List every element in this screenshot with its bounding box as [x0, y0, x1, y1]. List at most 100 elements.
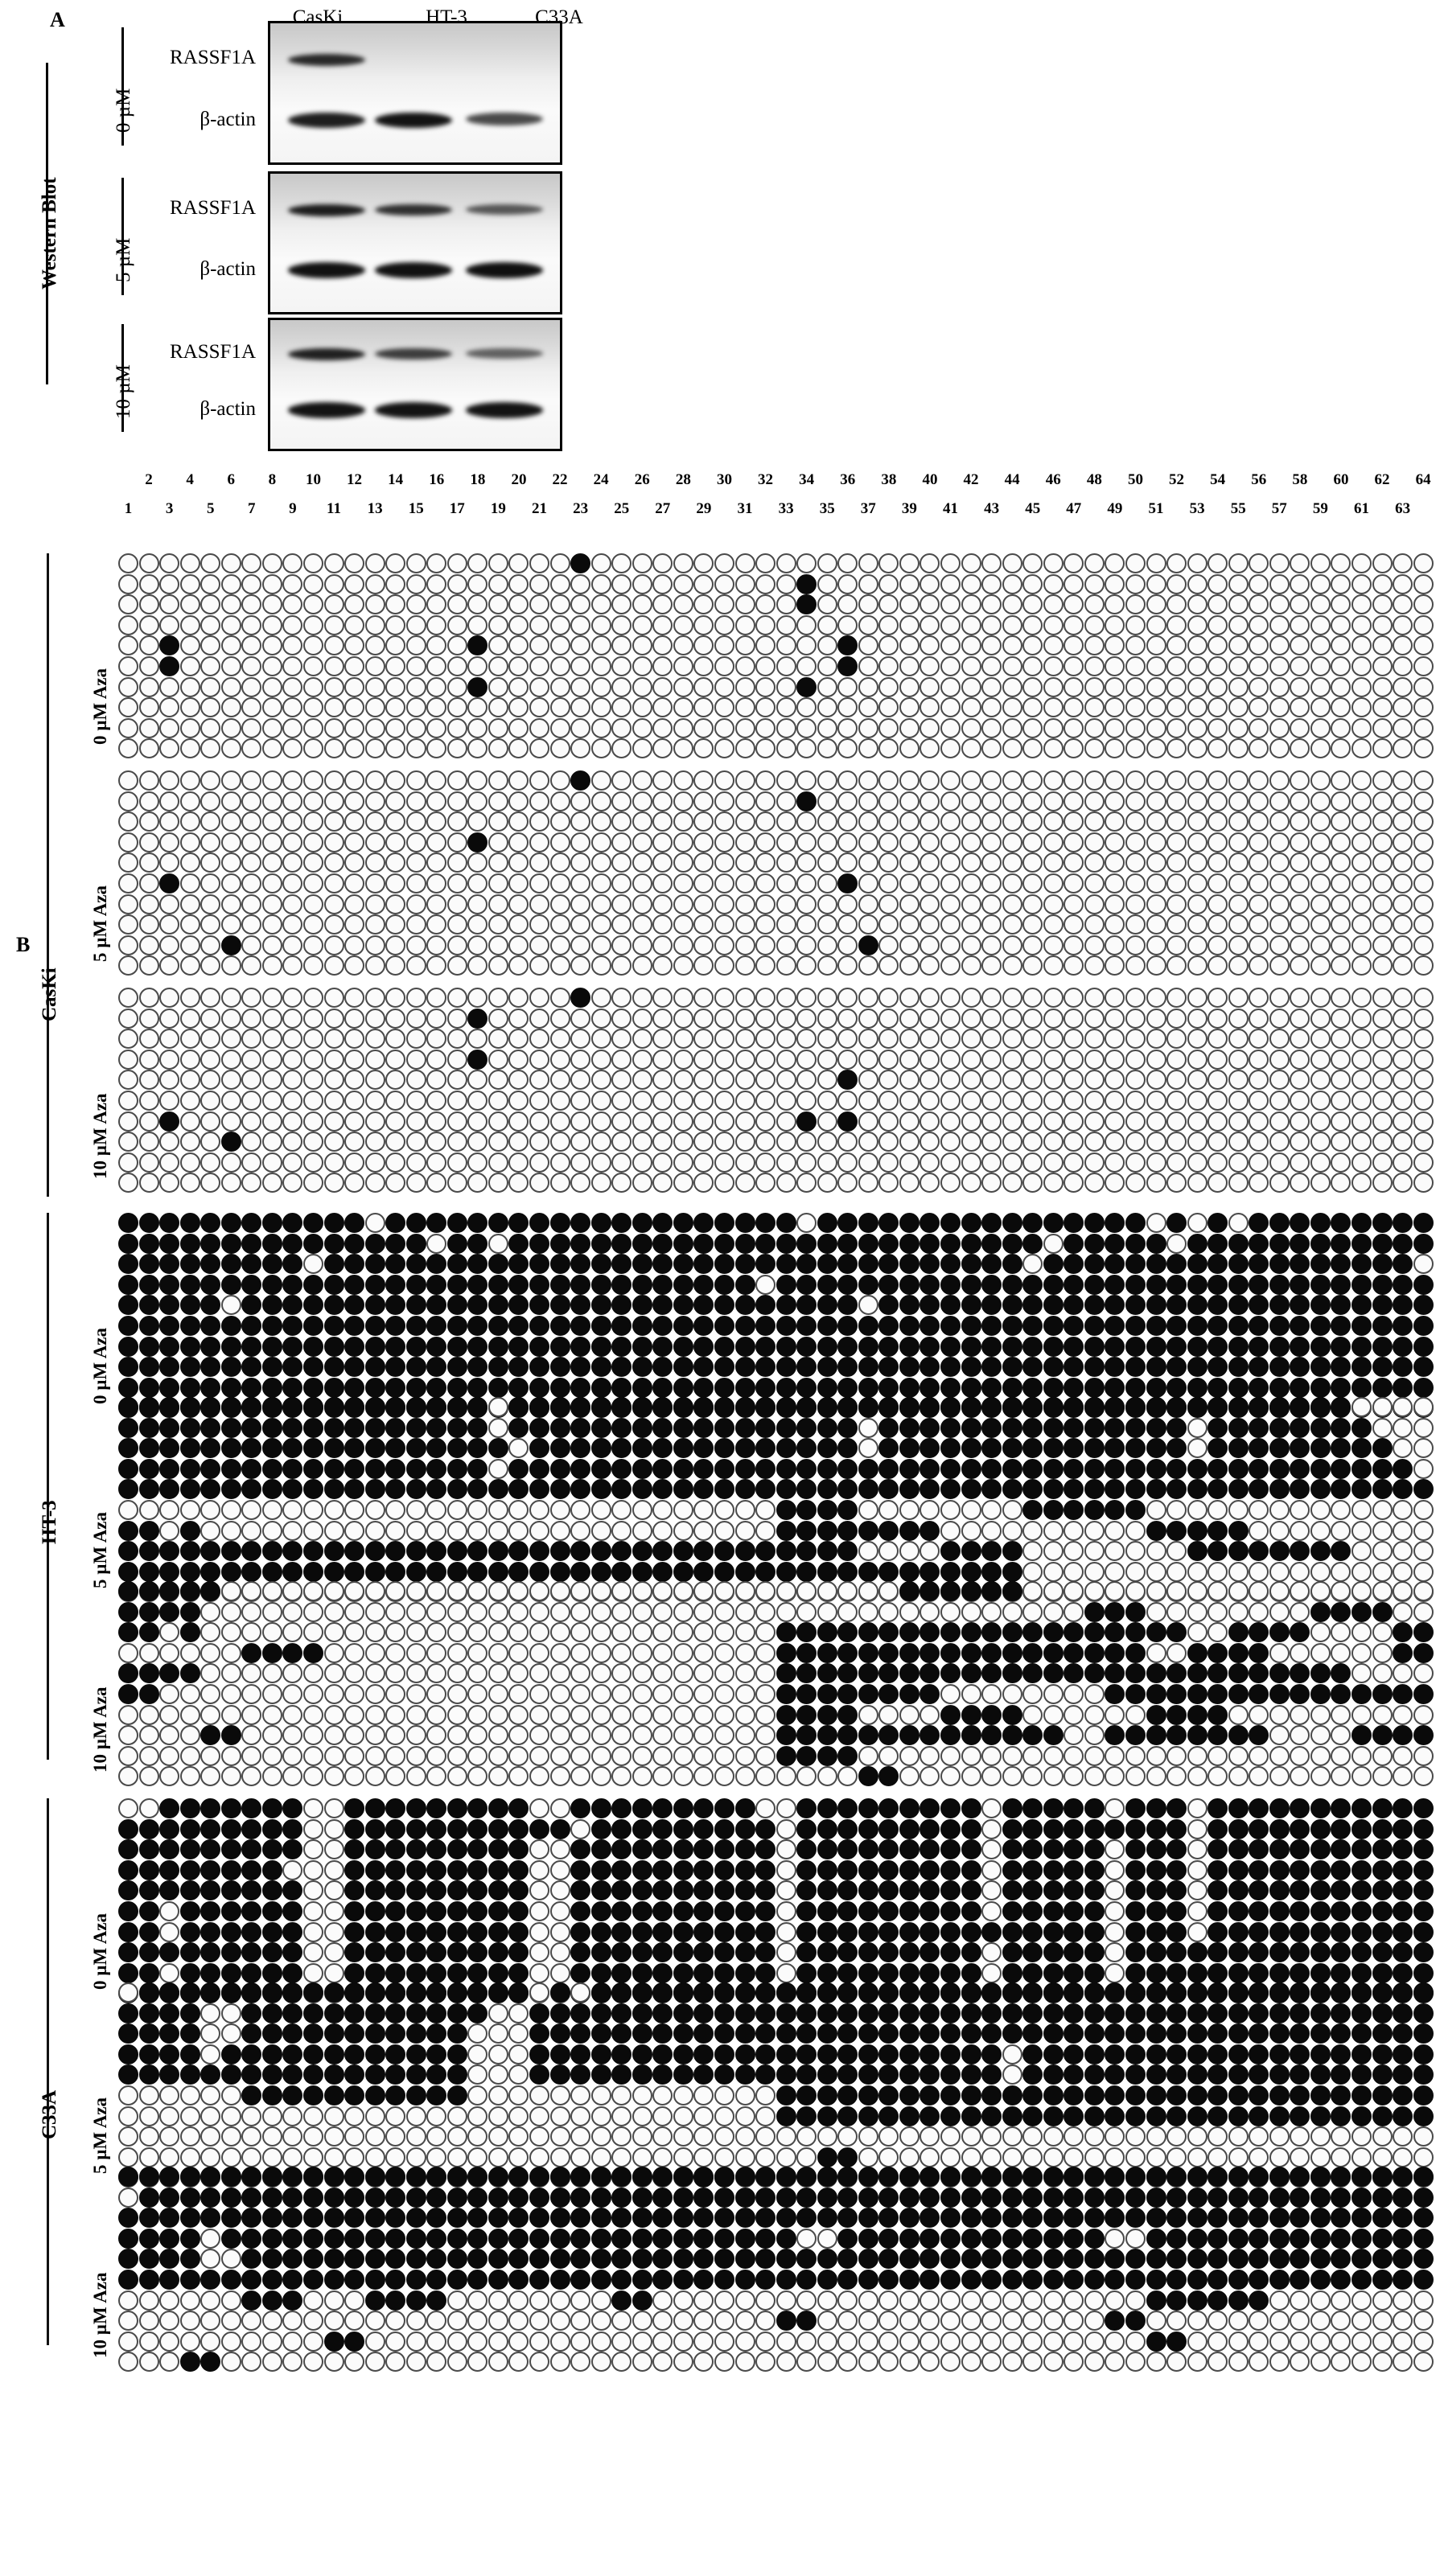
cpg-dot: [1228, 573, 1249, 594]
cpg-dot: [1063, 1561, 1084, 1582]
cpg-dot: [1002, 1254, 1022, 1275]
cpg-dot: [961, 1818, 981, 1839]
cpg-dot: [734, 614, 755, 635]
cpg-dot: [138, 594, 159, 615]
cpg-dot: [775, 1818, 796, 1839]
cpg-dot: [1022, 656, 1043, 676]
cpg-dot: [961, 1921, 981, 1942]
cpg-dot: [549, 656, 570, 676]
cpg-dot: [488, 1316, 508, 1336]
cpg-dot: [1269, 1839, 1290, 1860]
cpg-dot: [549, 1766, 570, 1787]
cpg-dot: [611, 1438, 632, 1459]
cpg-dot: [878, 1942, 899, 1963]
cpg-dot: [302, 1132, 323, 1152]
cpg-dot: [961, 1520, 981, 1541]
cpg-dot: [220, 614, 241, 635]
cpg-dot: [652, 1642, 673, 1663]
cpg-dot: [1413, 717, 1434, 738]
cpg-dot: [488, 791, 508, 811]
cpg-dot: [261, 1798, 282, 1818]
cpg-dot: [837, 1458, 858, 1479]
column-number-39: 39: [901, 500, 917, 517]
cpg-dot: [734, 1642, 755, 1663]
cpg-dot: [488, 1295, 508, 1316]
cpg-dot: [159, 2023, 180, 2044]
cpg-dot: [693, 1458, 714, 1479]
cpg-dot: [549, 1982, 570, 2003]
cpg-dot: [426, 635, 447, 656]
cpg-dot: [673, 2044, 693, 2064]
cpg-dot: [940, 988, 961, 1008]
cpg-dot: [1269, 791, 1290, 811]
cpg-dot: [179, 853, 200, 873]
cpg-dot: [611, 738, 632, 759]
cpg-dot: [364, 1213, 385, 1233]
cpg-dot: [508, 2044, 529, 2064]
cpg-dot: [529, 873, 549, 894]
cpg-dot: [1002, 614, 1022, 635]
cpg-dot: [1166, 1500, 1187, 1520]
column-number-13: 13: [367, 500, 383, 517]
cpg-dot: [344, 1798, 365, 1818]
cpg-dot: [734, 955, 755, 976]
cpg-dot: [919, 1336, 940, 1357]
cpg-dot: [364, 2085, 385, 2106]
cpg-dot: [919, 676, 940, 697]
cpg-dot: [446, 1500, 467, 1520]
cpg-dot: [817, 1274, 837, 1295]
cpg-dot: [796, 1622, 817, 1643]
cpg-dot: [775, 1663, 796, 1684]
cpg-dot: [1022, 894, 1043, 914]
cpg-dot: [1166, 717, 1187, 738]
cpg-dot: [878, 1982, 899, 2003]
cpg-dot: [405, 1132, 426, 1152]
cpg-dot: [426, 1316, 447, 1336]
cpg-dot: [1063, 955, 1084, 976]
cpg-dot: [179, 1684, 200, 1704]
cpg-dot: [1249, 594, 1269, 615]
column-number-52: 52: [1169, 471, 1185, 488]
cpg-dot: [1146, 1818, 1166, 1839]
cpg-dot: [529, 894, 549, 914]
cpg-dot: [1290, 2023, 1310, 2044]
cpg-dot: [1043, 1601, 1063, 1622]
cpg-dot: [652, 1213, 673, 1233]
cpg-dot: [1063, 697, 1084, 718]
cpg-dot: [714, 1479, 734, 1500]
cpg-dot: [549, 1745, 570, 1766]
cpg-dot: [344, 656, 365, 676]
cpg-dot: [220, 955, 241, 976]
cpg-dot: [488, 1962, 508, 1983]
cpg-dot: [200, 1684, 221, 1704]
cpg-dot: [1269, 770, 1290, 791]
cpg-dot: [590, 1111, 611, 1132]
cpg-dot: [138, 1725, 159, 1746]
cpg-dot: [1187, 1642, 1207, 1663]
cpg-dot: [1269, 1070, 1290, 1091]
cpg-dot: [775, 1839, 796, 1860]
cpg-dot: [1187, 1942, 1207, 1963]
cpg-dot: [673, 1254, 693, 1275]
cpg-dot: [631, 1132, 652, 1152]
cpg-dot: [1393, 1725, 1413, 1746]
cpg-dot: [570, 1541, 591, 1562]
cpg-dot: [282, 1132, 303, 1152]
cpg-dot: [159, 1745, 180, 1766]
cpg-dot: [673, 676, 693, 697]
cpg-dot: [549, 635, 570, 656]
cpg-dot: [364, 1581, 385, 1601]
cpg-dot: [981, 791, 1002, 811]
cpg-dot: [673, 697, 693, 718]
cpg-dot: [1187, 853, 1207, 873]
cpg-dot: [282, 1859, 303, 1880]
cpg-dot: [200, 1173, 221, 1194]
cpg-dot: [159, 914, 180, 935]
cpg-dot: [1125, 1798, 1146, 1818]
cpg-dot: [159, 770, 180, 791]
cpg-dot: [652, 791, 673, 811]
cpg-dot: [200, 873, 221, 894]
cpg-dot: [961, 1704, 981, 1725]
cpg-dot: [734, 1132, 755, 1152]
cpg-dot: [1084, 676, 1105, 697]
